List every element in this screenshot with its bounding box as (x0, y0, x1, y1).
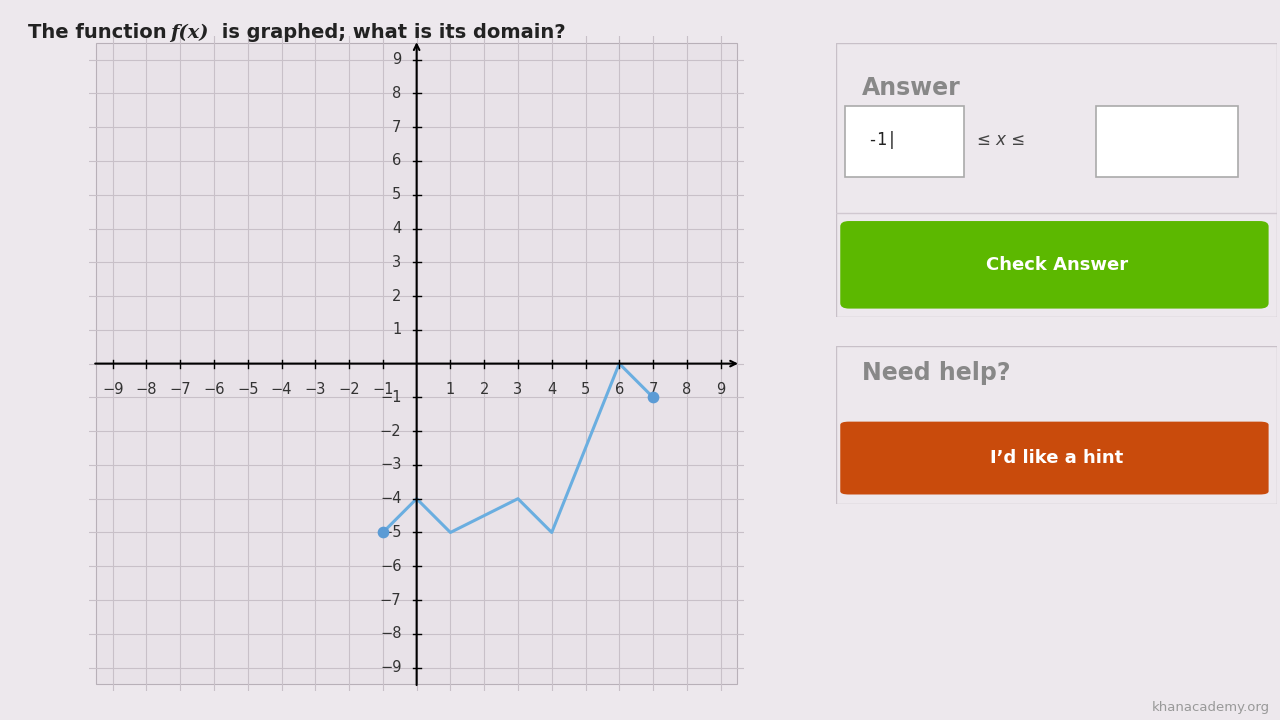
Text: I’d like a hint: I’d like a hint (989, 449, 1124, 467)
Text: −2: −2 (380, 423, 402, 438)
Text: 1: 1 (445, 382, 454, 397)
Point (372, 527, 393, 539)
Text: 2: 2 (480, 382, 489, 397)
Text: −6: −6 (204, 382, 225, 397)
Text: -1|: -1| (867, 131, 897, 149)
Text: −4: −4 (271, 382, 292, 397)
Text: −5: −5 (237, 382, 259, 397)
Text: 6: 6 (392, 153, 402, 168)
Text: 9: 9 (716, 382, 726, 397)
Text: −8: −8 (136, 382, 157, 397)
Text: −3: −3 (305, 382, 326, 397)
Text: 6: 6 (614, 382, 623, 397)
Text: 7: 7 (392, 120, 402, 135)
Text: Answer: Answer (863, 76, 961, 100)
FancyBboxPatch shape (840, 221, 1268, 309)
Text: −3: −3 (380, 457, 402, 472)
Text: −8: −8 (380, 626, 402, 642)
Text: 8: 8 (682, 382, 691, 397)
Text: khanacademy.org: khanacademy.org (1152, 701, 1270, 714)
Text: The function: The function (28, 23, 174, 42)
Text: −9: −9 (380, 660, 402, 675)
FancyBboxPatch shape (1097, 106, 1238, 177)
Text: 3: 3 (513, 382, 522, 397)
FancyBboxPatch shape (836, 43, 1277, 317)
Text: −7: −7 (169, 382, 191, 397)
Text: −1: −1 (372, 382, 394, 397)
Text: 9: 9 (392, 52, 402, 67)
Text: −1: −1 (380, 390, 402, 405)
Text: 5: 5 (581, 382, 590, 397)
Text: 2: 2 (392, 289, 402, 304)
Text: −5: −5 (380, 525, 402, 540)
Text: Check Answer: Check Answer (986, 256, 1128, 274)
Text: is graphed; what is its domain?: is graphed; what is its domain? (215, 23, 566, 42)
FancyBboxPatch shape (845, 106, 964, 177)
Text: f(x): f(x) (170, 23, 209, 42)
Text: 3: 3 (392, 255, 402, 270)
Text: ≤ x ≤: ≤ x ≤ (977, 131, 1025, 149)
Point (643, 392, 663, 403)
Text: −7: −7 (380, 593, 402, 608)
Text: 5: 5 (392, 187, 402, 202)
Text: 4: 4 (392, 221, 402, 236)
FancyBboxPatch shape (836, 346, 1277, 504)
Text: 1: 1 (392, 323, 402, 338)
Text: −2: −2 (338, 382, 360, 397)
Text: Need help?: Need help? (863, 361, 1011, 385)
Text: 7: 7 (649, 382, 658, 397)
Text: −6: −6 (380, 559, 402, 574)
Text: −9: −9 (102, 382, 123, 397)
FancyBboxPatch shape (840, 422, 1268, 495)
Text: 8: 8 (392, 86, 402, 101)
Text: −4: −4 (380, 491, 402, 506)
Text: 4: 4 (547, 382, 557, 397)
